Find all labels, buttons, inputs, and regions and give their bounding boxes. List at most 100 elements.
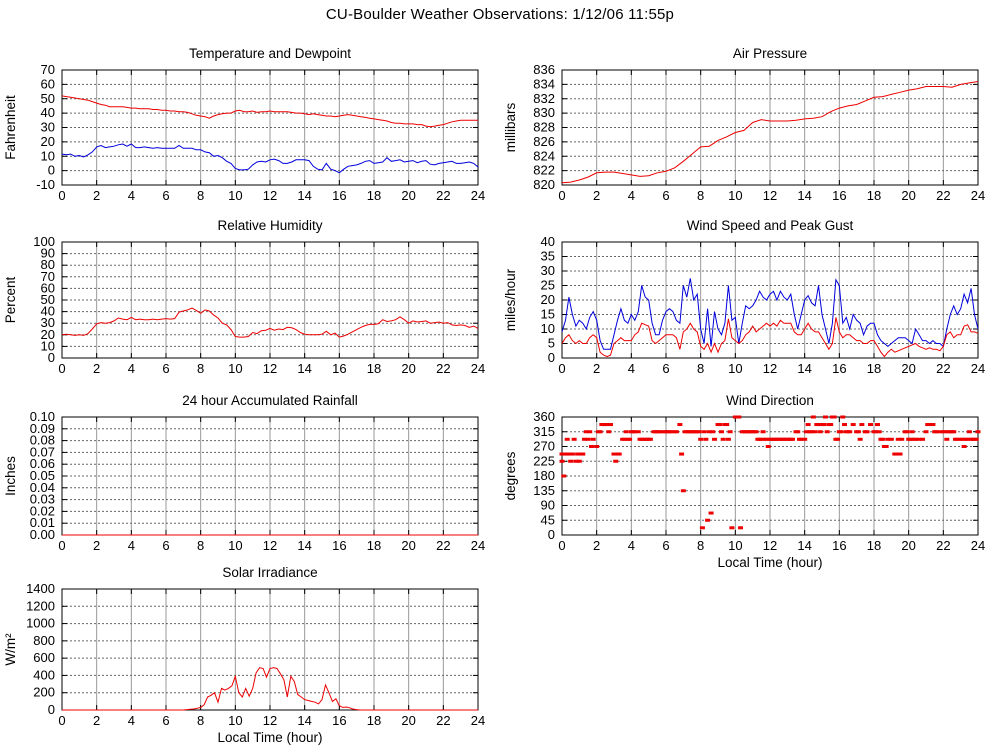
series-temperature [61, 95, 478, 128]
svg-text:12: 12 [763, 361, 777, 376]
svg-text:8: 8 [697, 188, 704, 203]
svg-text:22: 22 [436, 538, 450, 553]
y-axis-label: Percent [3, 276, 18, 323]
svg-text:828: 828 [533, 120, 555, 135]
svg-text:270: 270 [533, 439, 555, 454]
svg-text:12: 12 [763, 188, 777, 203]
svg-text:16: 16 [332, 188, 346, 203]
chart-title: Temperature and Dewpoint [189, 46, 351, 61]
y-axis-label: millibars [503, 103, 518, 153]
svg-text:5: 5 [548, 336, 555, 351]
chart-wind-speed-gust: Wind Speed and Peak Gust 0 2 4 6 8 10 12 14 16 18 2… [500, 214, 1000, 396]
svg-text:22: 22 [436, 188, 450, 203]
svg-text:10: 10 [728, 188, 742, 203]
svg-text:35: 35 [541, 249, 555, 264]
svg-text:0: 0 [558, 361, 565, 376]
svg-text:24: 24 [971, 538, 985, 553]
svg-text:60: 60 [41, 280, 55, 295]
svg-text:22: 22 [436, 713, 450, 728]
chart-solar-irradiance: Solar Irradiance 0 2 4 6 8 10 12 14 16 18 20 22 24 0 20… [0, 561, 500, 748]
svg-text:45: 45 [541, 512, 555, 527]
svg-text:20: 20 [901, 361, 915, 376]
svg-text:0.03: 0.03 [30, 492, 55, 507]
svg-text:60: 60 [41, 76, 55, 91]
svg-text:22: 22 [436, 361, 450, 376]
svg-text:15: 15 [541, 307, 555, 322]
svg-text:70: 70 [41, 62, 55, 77]
svg-text:6: 6 [162, 713, 169, 728]
svg-text:0: 0 [58, 188, 65, 203]
svg-text:14: 14 [797, 361, 811, 376]
svg-text:16: 16 [332, 361, 346, 376]
svg-text:0.01: 0.01 [30, 515, 55, 530]
svg-text:0: 0 [58, 713, 65, 728]
svg-text:14: 14 [297, 713, 311, 728]
svg-text:834: 834 [533, 76, 555, 91]
svg-text:0.09: 0.09 [30, 421, 55, 436]
svg-text:90: 90 [541, 498, 555, 513]
chart-wind-direction: Wind Direction 0 2 4 6 8 10 12 14 16 18 20 22 24 0 45 90… [500, 389, 1000, 573]
svg-text:0.06: 0.06 [30, 456, 55, 471]
svg-text:0: 0 [558, 188, 565, 203]
svg-text:822: 822 [533, 163, 555, 178]
y-axis-label: Fahrenheit [3, 95, 18, 160]
svg-text:14: 14 [297, 538, 311, 553]
svg-text:2: 2 [93, 713, 100, 728]
svg-text:14: 14 [797, 538, 811, 553]
svg-text:80: 80 [41, 257, 55, 272]
svg-text:4: 4 [628, 188, 635, 203]
svg-text:830: 830 [533, 105, 555, 120]
svg-text:24: 24 [971, 361, 985, 376]
svg-text:0.05: 0.05 [30, 468, 55, 483]
svg-text:0.07: 0.07 [30, 444, 55, 459]
svg-text:10: 10 [728, 538, 742, 553]
svg-text:4: 4 [128, 361, 135, 376]
svg-text:4: 4 [128, 713, 135, 728]
svg-text:4: 4 [628, 538, 635, 553]
svg-text:315: 315 [533, 424, 555, 439]
svg-text:0.02: 0.02 [30, 503, 55, 518]
chart-title: 24 hour Accumulated Rainfall [182, 393, 358, 408]
svg-text:2: 2 [93, 538, 100, 553]
chart-title: Wind Direction [726, 393, 814, 408]
svg-text:22: 22 [936, 188, 950, 203]
svg-text:0: 0 [48, 702, 55, 717]
svg-text:16: 16 [832, 188, 846, 203]
svg-text:16: 16 [832, 538, 846, 553]
svg-text:8: 8 [197, 361, 204, 376]
svg-text:0.08: 0.08 [30, 433, 55, 448]
svg-text:0: 0 [558, 538, 565, 553]
svg-text:20: 20 [401, 538, 415, 553]
svg-text:4: 4 [128, 538, 135, 553]
svg-text:16: 16 [332, 538, 346, 553]
svg-text:6: 6 [162, 538, 169, 553]
svg-text:8: 8 [697, 361, 704, 376]
svg-text:40: 40 [41, 304, 55, 319]
svg-text:12: 12 [263, 361, 277, 376]
svg-text:2: 2 [93, 361, 100, 376]
svg-text:12: 12 [263, 713, 277, 728]
svg-text:14: 14 [297, 188, 311, 203]
svg-text:10: 10 [728, 361, 742, 376]
svg-text:10: 10 [228, 713, 242, 728]
svg-text:836: 836 [533, 62, 555, 77]
svg-text:25: 25 [541, 278, 555, 293]
svg-text:40: 40 [41, 105, 55, 120]
svg-text:18: 18 [367, 361, 381, 376]
svg-text:360: 360 [533, 409, 555, 424]
svg-text:4: 4 [128, 188, 135, 203]
svg-text:20: 20 [401, 188, 415, 203]
svg-text:10: 10 [541, 321, 555, 336]
chart-title: Air Pressure [733, 46, 807, 61]
svg-text:180: 180 [533, 468, 555, 483]
svg-text:16: 16 [832, 361, 846, 376]
svg-text:8: 8 [197, 713, 204, 728]
svg-text:1000: 1000 [26, 616, 55, 631]
svg-text:820: 820 [533, 177, 555, 192]
